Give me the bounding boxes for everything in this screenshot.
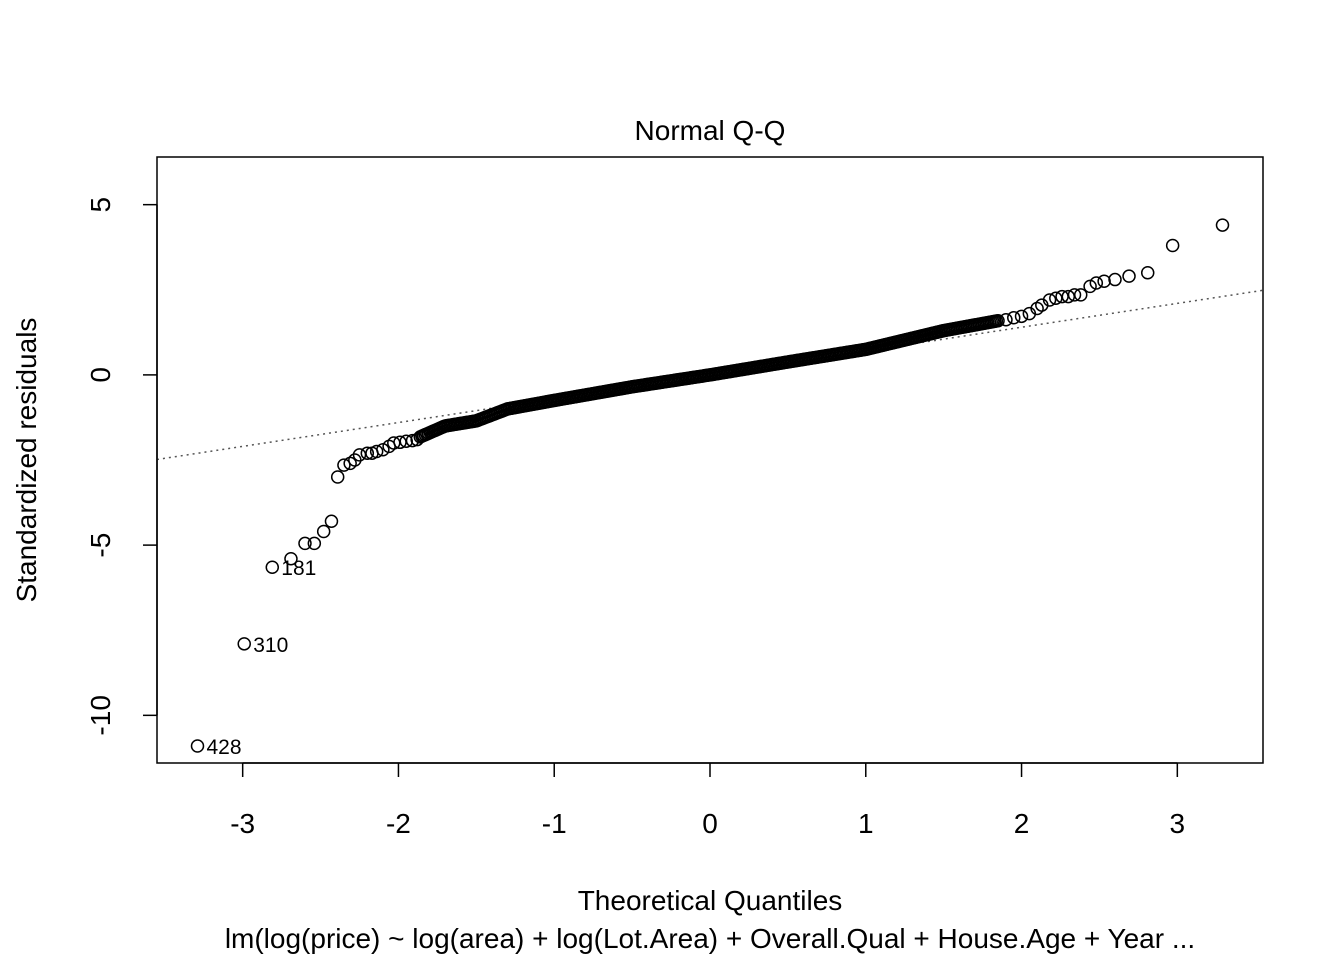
- points-group: [190, 218, 1230, 753]
- data-point: [1122, 269, 1136, 283]
- plot-frame: [156, 156, 1264, 764]
- data-point: [265, 560, 280, 574]
- data-point: [991, 313, 1005, 328]
- point-label: 428: [207, 736, 242, 759]
- x-tick-label: -3: [230, 808, 255, 839]
- data-point: [399, 434, 413, 449]
- point-label: 310: [253, 634, 288, 657]
- data-point: [298, 536, 312, 551]
- x-tick-label: 3: [1170, 808, 1186, 839]
- data-point: [352, 448, 367, 462]
- x-tick-label: 0: [702, 808, 718, 839]
- point-label: 181: [281, 557, 316, 580]
- x-axis: -3 -2 -1 0 1 2 3: [230, 762, 1186, 839]
- data-point: [337, 458, 351, 472]
- data-point: [324, 514, 339, 529]
- data-point: [237, 637, 251, 651]
- data-point: [1073, 288, 1088, 302]
- data-point: [360, 446, 375, 460]
- data-point: [1165, 238, 1180, 253]
- y-axis-label: Standardized residuals: [11, 318, 42, 603]
- x-tick-label: -1: [542, 808, 567, 839]
- y-axis: -10 -5 0 5: [85, 197, 158, 736]
- data-point: [1108, 272, 1122, 287]
- data-point: [1042, 293, 1057, 307]
- x-tick-label: 1: [858, 808, 874, 839]
- x-tick-label: -2: [386, 808, 411, 839]
- chart-subtitle: lm(log(price) ~ log(area) + log(Lot.Area…: [225, 923, 1195, 954]
- chart-title: Normal Q-Q: [635, 115, 786, 146]
- point-labels-group: 428 310 181: [207, 557, 317, 759]
- data-point: [1089, 276, 1104, 290]
- data-point: [307, 536, 322, 551]
- data-point: [1140, 266, 1155, 280]
- data-point: [284, 551, 298, 566]
- y-tick-label: 5: [85, 197, 116, 213]
- data-point: [1067, 288, 1082, 302]
- data-point: [369, 444, 384, 459]
- x-tick-label: 2: [1014, 808, 1030, 839]
- data-point: [1007, 310, 1021, 325]
- data-point: [330, 470, 345, 484]
- x-axis-label: Theoretical Quantiles: [578, 885, 843, 916]
- data-point: [1097, 274, 1111, 289]
- data-point: [1083, 279, 1097, 294]
- data-point: [1014, 309, 1029, 324]
- y-tick-label: 0: [85, 367, 116, 383]
- data-point: [1215, 218, 1230, 232]
- y-tick-label: -10: [85, 695, 116, 735]
- data-point: [316, 524, 331, 539]
- y-tick-label: -5: [85, 533, 116, 558]
- data-point: [190, 739, 205, 753]
